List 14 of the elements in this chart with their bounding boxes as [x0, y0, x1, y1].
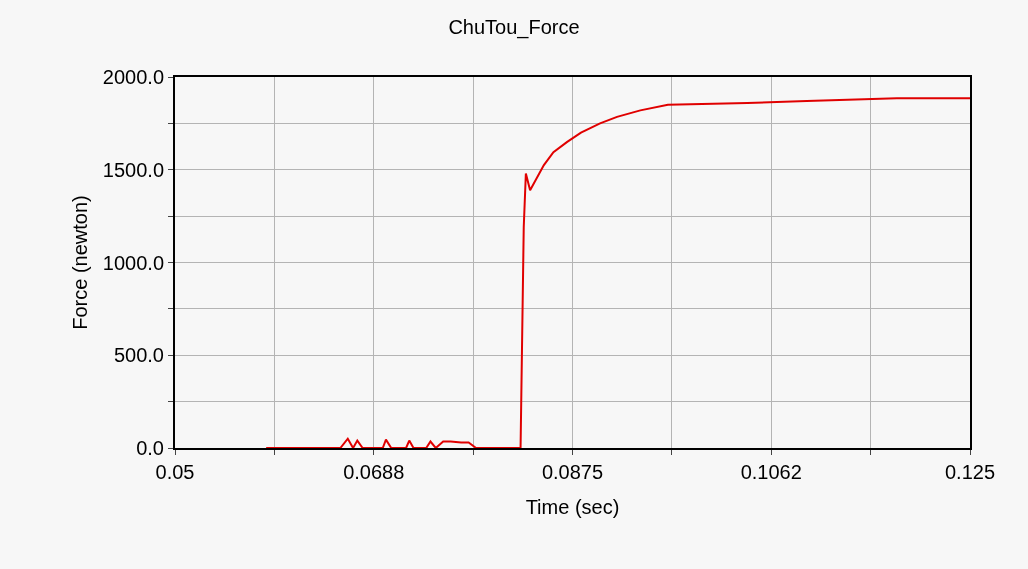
- y-tick-label: 500.0: [113, 344, 164, 367]
- x-tick-label: 0.1062: [740, 461, 802, 483]
- chart-title: ChuTou_Force: [448, 15, 580, 39]
- y-tick-label: 0.0: [136, 437, 164, 459]
- x-tick-label: 0.125: [944, 461, 996, 483]
- x-axis-title: Time (sec): [525, 496, 620, 518]
- y-tick-label: 1000.0: [102, 251, 164, 274]
- y-tick-label: 2000.0: [102, 66, 164, 88]
- x-tick-label: 0.0688: [343, 461, 405, 483]
- line-series: [265, 97, 970, 448]
- x-tick-label: 0.0875: [541, 461, 604, 483]
- y-axis-title: Force (newton): [68, 195, 91, 330]
- x-tick-label: 0.05: [155, 461, 195, 483]
- y-tick-label: 1500.0: [102, 158, 164, 181]
